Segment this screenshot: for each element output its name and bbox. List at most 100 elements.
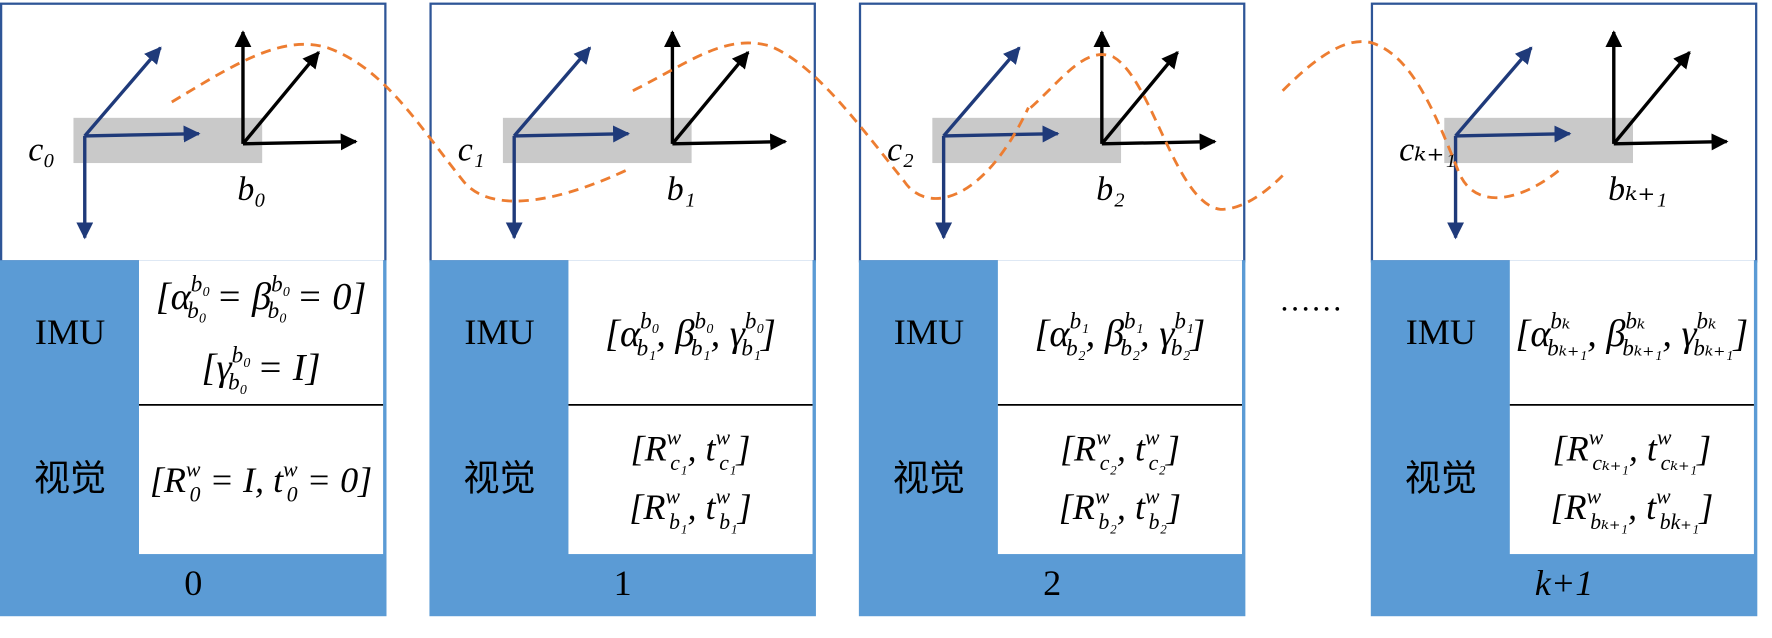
formula-text: , β [1587, 313, 1625, 355]
index-label: k+1 [1535, 563, 1594, 603]
formula-sup: b₀ [745, 308, 765, 334]
camera-label: cₖ₊₁ [1399, 132, 1456, 169]
formula-text: ] [735, 429, 750, 469]
formula-text: ] [737, 487, 752, 527]
formula-sub: b₀ [228, 369, 248, 395]
formula-panel [1509, 260, 1754, 555]
body-bar [932, 117, 1122, 164]
formula-sub: b₁ [691, 335, 711, 361]
vision-label: 视觉 [893, 457, 965, 500]
formula-text: ] [1189, 313, 1205, 355]
formula-text: , t [1117, 429, 1146, 469]
formula-sup: bₖ [1625, 309, 1645, 334]
formula-sup: w [186, 457, 201, 481]
formula-sup: b₀ [640, 308, 660, 334]
formula-sub: b₁ [669, 510, 687, 534]
formula-text: [R [150, 460, 186, 500]
formula-sub: c₁ [719, 451, 736, 475]
axis-arrow [942, 46, 1021, 138]
formula-text: [α [1034, 313, 1070, 355]
formula-text: ] [1696, 429, 1711, 469]
formula-text: ] [1732, 313, 1748, 355]
formula-sup: b₀ [271, 271, 291, 297]
formula: [αb₁ b₂, βb₁ b₂, γb₁ b₂] [1034, 308, 1205, 361]
formula-sup: w [667, 426, 682, 450]
formula-sub: bₖ₊₁ [1547, 336, 1587, 361]
formula-text: = I] [248, 347, 321, 389]
formula-text: ] [1698, 487, 1713, 527]
formula: [Rw c₁, tw c₁] [631, 426, 751, 475]
axis-arrow [1613, 133, 1729, 151]
formula: [Rw b₂, tw b₂] [1059, 484, 1181, 533]
formula-text: , γ [1662, 313, 1697, 355]
axis-arrow [242, 133, 358, 151]
axis-arrow [241, 50, 320, 145]
axis-arrow [514, 125, 631, 143]
formula-sub: cₖ₊₁ [1661, 451, 1698, 475]
formula-sup: w [1589, 426, 1604, 450]
axis-arrow [512, 46, 592, 138]
formula-sup: bₖ [1550, 309, 1570, 334]
formula-sup: b₀ [232, 342, 252, 368]
formula-panel [997, 260, 1242, 555]
vision-label: 视觉 [1405, 457, 1477, 500]
formula-sup: b₁ [1174, 308, 1194, 334]
formula-sup: w [1587, 484, 1602, 508]
formula-sup: w [716, 484, 731, 508]
formula-sub: b₂ [1066, 335, 1086, 361]
axis-arrow [1101, 133, 1217, 151]
formula-sub: c₁ [670, 451, 687, 475]
formula-sub: b₂ [1120, 335, 1140, 361]
formula: [Rw 0 = I, tw 0 = 0] [150, 457, 372, 506]
index-label: 1 [614, 563, 632, 603]
ellipsis: …… [1279, 282, 1342, 317]
formula-sup: b₀ [695, 308, 715, 334]
formula-sup: w [1656, 484, 1671, 508]
formula-text: , t [1117, 487, 1146, 527]
formula: [Rw c₂, tw c₂] [1060, 426, 1180, 475]
formula-sup: w [716, 426, 731, 450]
formula-sup: w [1657, 426, 1672, 450]
formula-sup: w [1145, 426, 1160, 450]
formula-sup: w [283, 457, 298, 481]
formula-text: [R [1550, 487, 1586, 527]
body-label: bₖ₊₁ [1608, 171, 1667, 208]
formula-sup: b₁ [1124, 308, 1144, 334]
formula-sup: w [1145, 484, 1160, 508]
formula-sub: c₂ [1149, 451, 1167, 475]
formula-text: [R [1060, 429, 1096, 469]
imu-label: IMU [894, 312, 964, 352]
formula-text: = 0] [298, 460, 373, 500]
formula-sub: b₀ [268, 298, 288, 324]
formula-text: , β [656, 313, 695, 355]
formula-sub: b₂ [1171, 335, 1191, 361]
formula-text: [R [1059, 487, 1095, 527]
index-label: 0 [184, 563, 202, 603]
axis-arrow [1455, 125, 1572, 143]
body-bar [502, 117, 692, 164]
camera-label: c₁ [458, 132, 485, 169]
formula-text: [R [1553, 429, 1589, 469]
camera-label: c₂ [887, 132, 914, 169]
vision-label: 视觉 [34, 457, 106, 500]
formula-sub: 0 [190, 483, 201, 507]
formula-sup: bₖ [1697, 309, 1717, 334]
formula-sub: b₁ [637, 335, 657, 361]
formula-sub: bₖ₊₁ [1693, 336, 1733, 361]
body-label: b₂ [1096, 171, 1125, 208]
formula-text: [R [629, 487, 665, 527]
index-label: 2 [1043, 563, 1061, 603]
axis-arrow [671, 50, 750, 145]
formula-sub: b₁ [741, 335, 761, 361]
formula-sup: w [1096, 426, 1111, 450]
formula-sup: b₁ [1070, 308, 1090, 334]
formula-text: ] [760, 313, 776, 355]
formula: [αbₖ bₖ₊₁, βbₖ bₖ₊₁, γbₖ bₖ₊₁] [1515, 309, 1748, 361]
formula-sub: c₂ [1100, 451, 1118, 475]
imu-label: IMU [1406, 312, 1476, 352]
